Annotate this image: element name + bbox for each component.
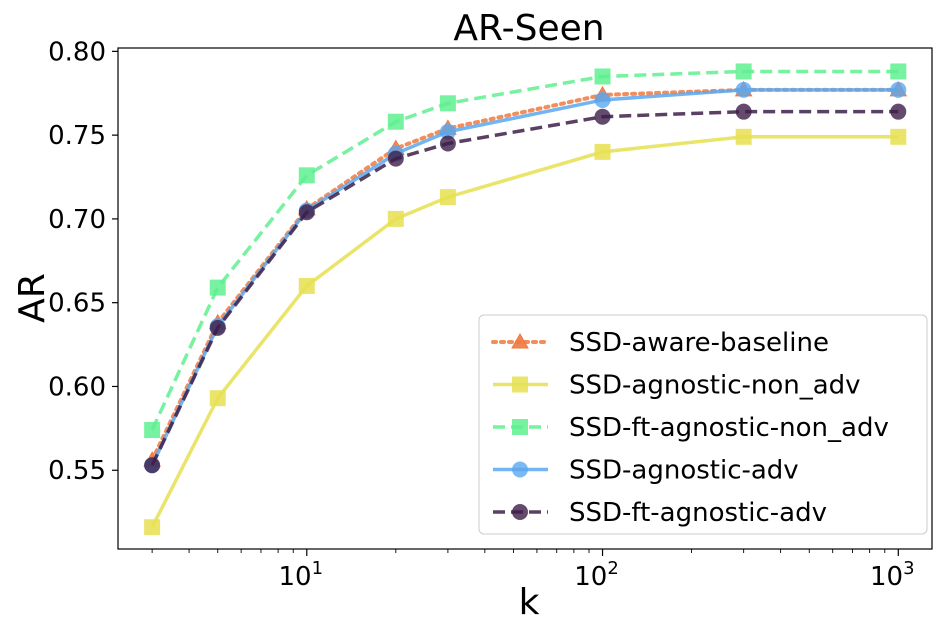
series-2-point-2 [298, 167, 315, 184]
series-1-point-3 [387, 210, 404, 227]
series-1-point-5 [594, 143, 611, 160]
legend-label-4: SSD-ft-agnostic-adv [569, 498, 827, 528]
series-1-point-0 [144, 519, 161, 536]
chart-title: AR-Seen [453, 8, 604, 49]
series-2-point-5 [594, 68, 611, 85]
legend-marker-0 [511, 332, 529, 349]
y-tick-label-0: 0.55 [48, 456, 106, 486]
series-1 [144, 128, 907, 536]
y-tick-label-3: 0.70 [48, 205, 106, 235]
y-tick-label-5: 0.80 [48, 37, 106, 67]
series-line-4 [150, 109, 899, 466]
legend-marker-1 [512, 376, 528, 393]
series-1-point-4 [439, 189, 456, 206]
legend-label-0: SSD-aware-baseline [569, 328, 829, 358]
series-line-1 [150, 135, 899, 529]
series-4-point-0 [144, 457, 161, 474]
series-1-point-7 [890, 128, 907, 145]
series-4-point-6 [735, 103, 752, 120]
series-4 [144, 103, 907, 474]
x-axis-label: k [519, 582, 540, 623]
series-3-point-7 [890, 81, 907, 98]
series-2-point-6 [735, 63, 752, 80]
legend-marker-4 [512, 504, 528, 520]
legend-marker-2 [512, 419, 528, 435]
series-2 [144, 63, 907, 439]
series-line-2 [150, 69, 899, 431]
y-axis-label: AR [12, 273, 53, 323]
series-1-point-1 [209, 390, 226, 407]
series-1-point-2 [298, 277, 315, 294]
series-4-point-3 [387, 150, 404, 167]
legend: SSD-aware-baseline SSD-agnostic-non_adv SS… [478, 314, 928, 535]
series-layer [143, 63, 908, 536]
y-tick-label-2: 0.65 [48, 289, 106, 319]
series-3-point-5 [594, 91, 611, 108]
x-tick-label-2: 103 [870, 558, 915, 592]
plot-frame [117, 47, 933, 550]
y-tick-label-1: 0.60 [48, 372, 106, 402]
series-2-point-1 [209, 279, 226, 296]
series-3-point-4 [439, 123, 456, 140]
series-2-point-3 [387, 113, 404, 130]
legend-label-1: SSD-agnostic-non_adv [569, 371, 861, 401]
legend-label-3: SSD-agnostic-adv [569, 456, 799, 486]
series-4-point-7 [890, 103, 907, 120]
series-2-point-7 [890, 63, 907, 80]
series-2-point-0 [144, 422, 161, 439]
x-tick-label-0: 101 [279, 558, 324, 592]
series-4-point-2 [298, 204, 315, 221]
axis-ticks: 0.55 0.60 0.65 0.70 0.75 0.80 101 102 103 [48, 37, 914, 592]
legend-marker-3 [512, 461, 528, 478]
legend-box [478, 314, 928, 535]
series-4-point-1 [209, 319, 226, 336]
series-3-point-6 [735, 81, 752, 98]
legend-label-2: SSD-ft-agnostic-non_adv [569, 413, 889, 443]
series-1-point-6 [735, 128, 752, 145]
series-line-3 [150, 88, 899, 466]
series-2-point-4 [439, 95, 456, 112]
y-tick-label-4: 0.75 [48, 121, 106, 151]
series-4-point-4 [439, 135, 456, 152]
series-4-point-5 [594, 108, 611, 125]
x-tick-label-1: 102 [574, 558, 619, 592]
